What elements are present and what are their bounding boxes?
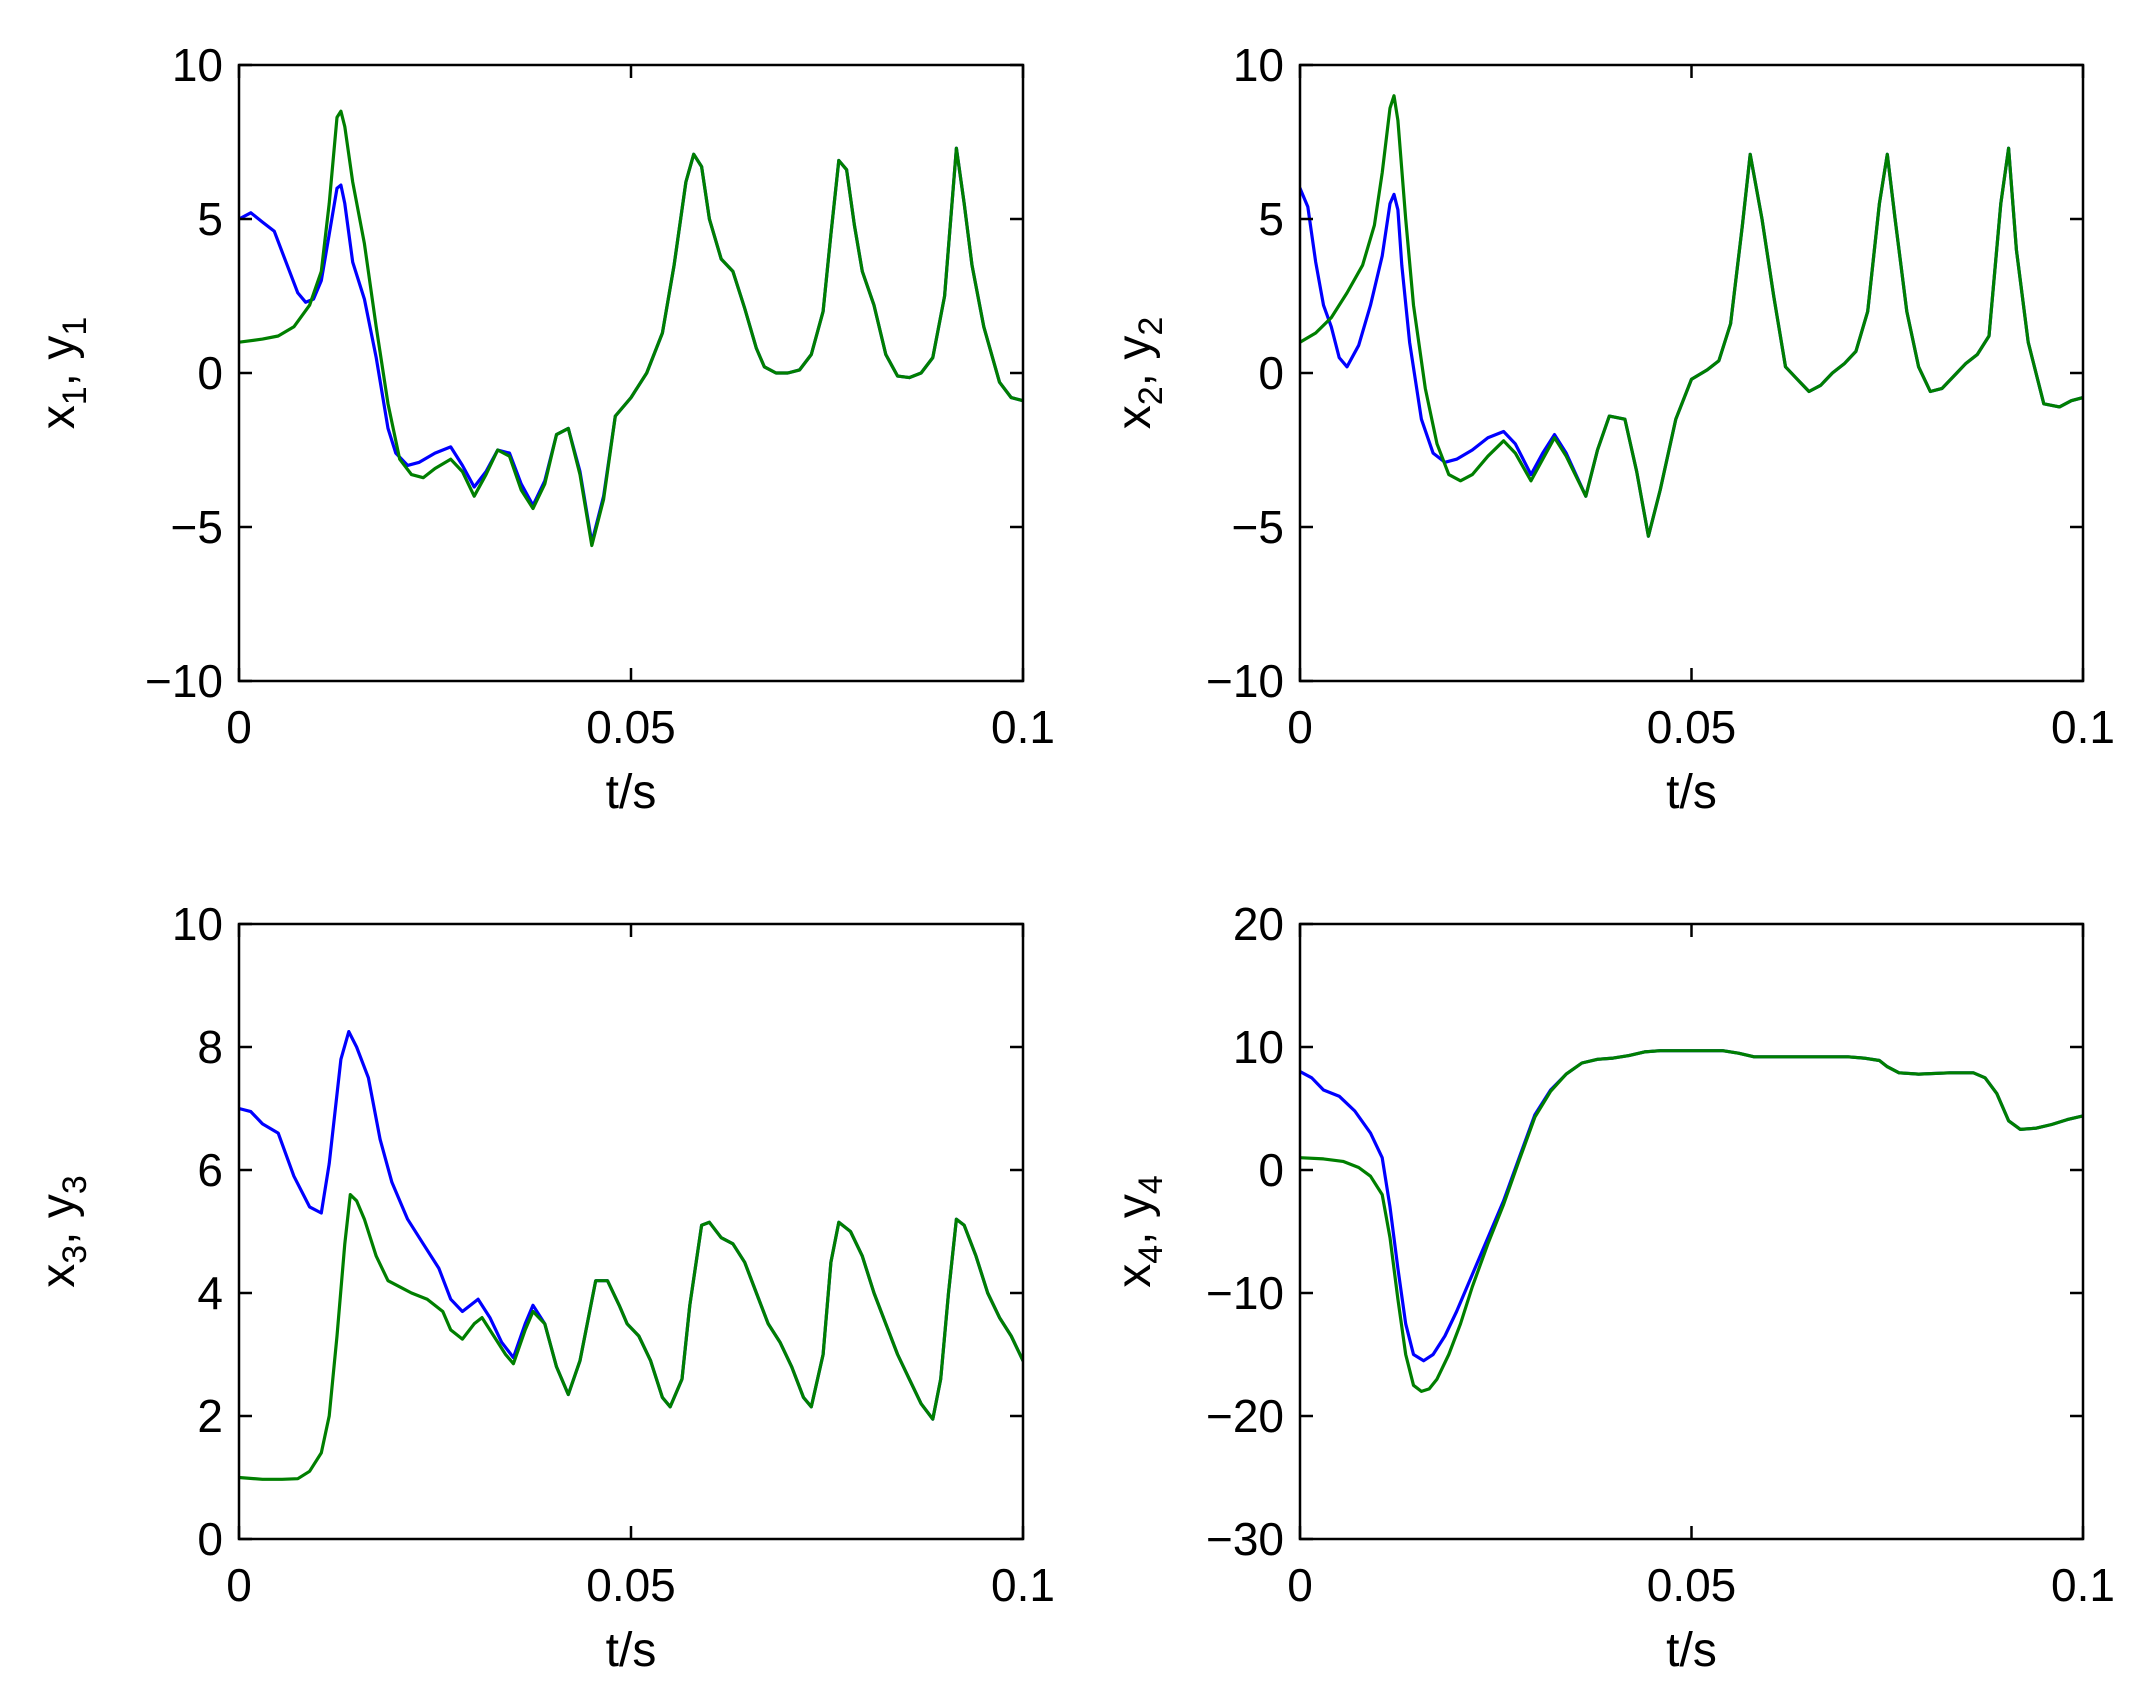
subplot-2: 0 0.05 0.1 −10 −5 0 5 10 t/s x2, y2 — [1108, 39, 2115, 819]
y-tick-label: −20 — [1206, 1390, 1284, 1442]
x-axis-label: t/s — [1666, 766, 1717, 819]
x-axis-label: t/s — [606, 766, 657, 819]
y-tick-label: −10 — [145, 655, 223, 707]
x-tick-label: 0.1 — [2051, 701, 2115, 753]
y-tick-label: −10 — [1206, 1267, 1284, 1319]
y-tick-label: 0 — [197, 1513, 223, 1565]
x-axis-label: t/s — [606, 1624, 657, 1677]
y-axis-label: x3, y3 — [32, 1175, 94, 1288]
y-axis-label: x1, y1 — [32, 317, 94, 430]
x-tick-label: 0.1 — [991, 1559, 1055, 1611]
y-tick-label: 5 — [1258, 193, 1284, 245]
y-tick-label: −10 — [1206, 655, 1284, 707]
series-line-y4 — [1300, 1049, 2083, 1393]
y-axis-label: x4, y4 — [1108, 1175, 1170, 1288]
y-tick-label: 6 — [197, 1144, 223, 1196]
subplot-1: 0 0.05 0.1 −10 −5 0 5 10 t/s x1, y1 — [32, 39, 1055, 819]
y-tick-label: 10 — [1233, 39, 1284, 91]
series-line-y2 — [1300, 94, 2083, 538]
y-tick-label: 10 — [172, 898, 223, 950]
x-tick-label: 0.1 — [2051, 1559, 2115, 1611]
subplot-3: 0 0.05 0.1 0 2 4 6 8 10 t/s x3, y3 — [32, 898, 1055, 1677]
y-tick-label: 4 — [197, 1267, 223, 1319]
x-tick-label: 0.05 — [586, 1559, 676, 1611]
y-tick-label: 0 — [197, 347, 223, 399]
y-tick-label: 2 — [197, 1390, 223, 1442]
y-tick-label: 20 — [1233, 898, 1284, 950]
y-tick-label: −5 — [171, 501, 223, 553]
series-line-y1 — [239, 109, 1023, 548]
series-line-y3 — [239, 1193, 1023, 1481]
x-tick-label: 0.05 — [586, 701, 676, 753]
y-tick-label: −5 — [1232, 501, 1284, 553]
y-tick-label: 10 — [172, 39, 223, 91]
y-tick-label: −30 — [1206, 1513, 1284, 1565]
y-tick-label: 8 — [197, 1021, 223, 1073]
subplot-4: 0 0.05 0.1 −30 −20 −10 0 10 20 t/s x4, y4 — [1108, 898, 2115, 1677]
y-tick-label: 0 — [1258, 1144, 1284, 1196]
x-tick-label: 0 — [226, 701, 252, 753]
x-tick-label: 0.05 — [1647, 1559, 1737, 1611]
x-tick-label: 0.05 — [1647, 701, 1737, 753]
x-tick-label: 0.1 — [991, 701, 1055, 753]
y-axis-label: x2, y2 — [1108, 317, 1170, 430]
x-tick-label: 0 — [1287, 701, 1313, 753]
x-axis-label: t/s — [1666, 1624, 1717, 1677]
y-tick-label: 5 — [197, 193, 223, 245]
y-tick-label: 0 — [1258, 347, 1284, 399]
x-tick-label: 0 — [1287, 1559, 1313, 1611]
x-tick-label: 0 — [226, 1559, 252, 1611]
y-tick-label: 10 — [1233, 1021, 1284, 1073]
